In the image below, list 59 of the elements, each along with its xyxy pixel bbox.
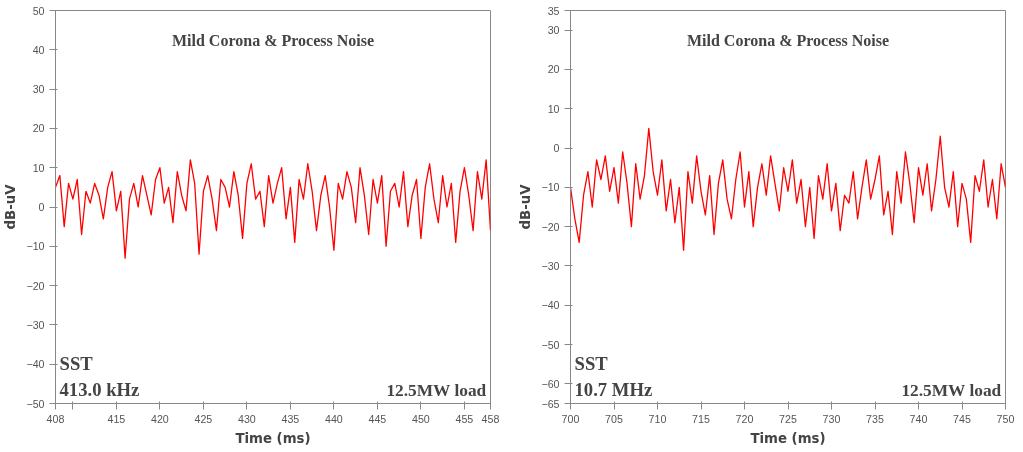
annotation: 10.7 MHz bbox=[574, 378, 653, 400]
line-series bbox=[55, 159, 491, 259]
x-tick-label: 450 bbox=[412, 412, 430, 425]
y-tick-label: 35 bbox=[547, 4, 560, 17]
y-tick-label: 20 bbox=[547, 63, 560, 76]
x-tick-label: 420 bbox=[151, 412, 169, 425]
x-axis-title: Time (ms) bbox=[750, 430, 826, 446]
y-axis-title: dB-uV bbox=[518, 183, 534, 230]
y-tick-label: 30 bbox=[547, 24, 560, 37]
x-tick-label: 435 bbox=[281, 412, 300, 425]
y-tick-label: 10 bbox=[32, 161, 45, 174]
x-tick-label: 700 bbox=[561, 412, 580, 425]
y-tick-label: 0 bbox=[38, 201, 45, 213]
y-tick-label: −30 bbox=[541, 259, 560, 272]
x-axis-title: Time (ms) bbox=[235, 430, 311, 446]
annotation: 413.0 kHz bbox=[59, 378, 140, 400]
x-tick-label: 705 bbox=[605, 412, 623, 425]
x-tick-label: 745 bbox=[953, 412, 971, 425]
annotation: 12.5MW load bbox=[386, 380, 487, 400]
x-tick-label: 430 bbox=[238, 412, 256, 425]
y-tick-label: 50 bbox=[32, 4, 45, 17]
y-tick-label: −10 bbox=[26, 240, 45, 253]
y-tick-label: −20 bbox=[541, 220, 560, 233]
y-tick-label: −10 bbox=[541, 181, 560, 194]
text: Mild Corona & Process Noise bbox=[686, 31, 890, 49]
x-tick-label: 735 bbox=[866, 412, 884, 425]
y-tick-label: 30 bbox=[32, 83, 45, 96]
x-tick-label: 715 bbox=[692, 412, 710, 425]
x-tick-label: 440 bbox=[325, 412, 343, 425]
y-tick-label: −40 bbox=[26, 358, 45, 371]
line-series bbox=[570, 127, 1006, 251]
y-tick-label: 10 bbox=[547, 102, 560, 115]
y-tick-label: −60 bbox=[541, 377, 560, 390]
x-tick-label: 720 bbox=[735, 412, 754, 425]
y-tick-label: −65 bbox=[541, 397, 560, 410]
annotation: SST bbox=[59, 352, 94, 374]
x-tick-label: 445 bbox=[368, 412, 387, 425]
y-tick-label: 40 bbox=[32, 43, 45, 56]
x-tick-label: 740 bbox=[909, 412, 928, 425]
y-axis-title: dB-uV bbox=[3, 183, 19, 230]
x-tick-label: 408 bbox=[46, 412, 65, 425]
x-tick-label: 455 bbox=[455, 412, 474, 425]
y-tick-label: −40 bbox=[541, 299, 560, 312]
y-tick-label: −20 bbox=[26, 279, 45, 292]
x-tick-label: 730 bbox=[822, 412, 841, 425]
x-tick-label: 710 bbox=[648, 412, 667, 425]
annotation: 12.5MW load bbox=[901, 380, 1002, 400]
y-tick-label: −30 bbox=[26, 318, 45, 331]
annotation: SST bbox=[574, 352, 609, 374]
x-tick-label: 415 bbox=[107, 412, 126, 425]
y-tick-label: 0 bbox=[553, 142, 560, 155]
y-tick-label: 20 bbox=[32, 122, 45, 135]
x-tick-label: 725 bbox=[779, 412, 797, 425]
x-tick-label: 425 bbox=[194, 412, 213, 425]
y-tick-label: −50 bbox=[26, 397, 45, 410]
x-tick-label: 750 bbox=[996, 412, 1015, 425]
text: Mild Corona & Process Noise bbox=[171, 31, 375, 49]
x-tick-label: 458 bbox=[481, 412, 500, 425]
y-tick-label: −50 bbox=[541, 338, 560, 351]
